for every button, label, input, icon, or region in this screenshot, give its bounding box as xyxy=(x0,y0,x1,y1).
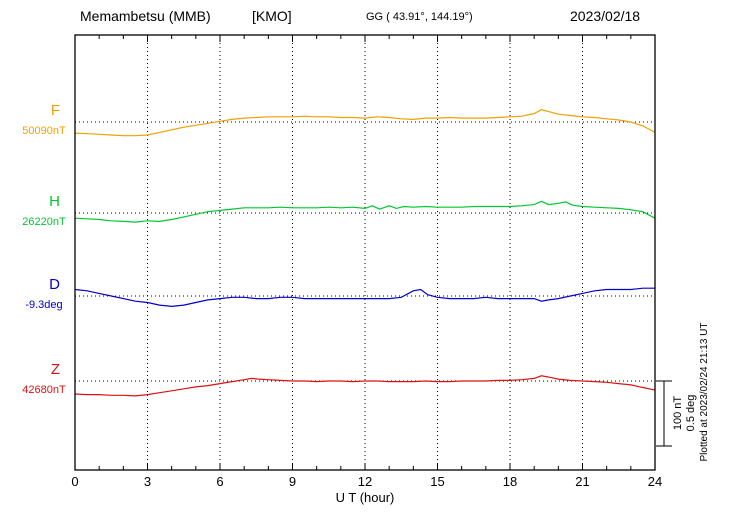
x-tick-label-6: 6 xyxy=(216,474,223,489)
x-tick-label-12: 12 xyxy=(358,474,372,489)
x-tick-label-21: 21 xyxy=(575,474,589,489)
geo-coordinates: GG ( 43.91°, 144.19°) xyxy=(366,11,473,23)
series-baseline-value-H: 26220nT xyxy=(22,216,66,228)
plot-frame xyxy=(74,34,656,471)
trace-H xyxy=(74,200,656,223)
x-axis-label: U T (hour) xyxy=(335,490,395,505)
scale-label-deg: 0.5 deg xyxy=(685,394,697,432)
scale-label-nt: 100 nT xyxy=(672,395,684,431)
trace-D xyxy=(74,287,655,308)
series-letter-D: D xyxy=(49,276,60,293)
series-letter-F: F xyxy=(50,102,60,119)
x-tick-label-0: 0 xyxy=(71,474,78,489)
x-tick-label-3: 3 xyxy=(144,474,151,489)
x-tick-label-18: 18 xyxy=(503,474,517,489)
series-baseline-value-F: 50090nT xyxy=(22,125,66,137)
x-tick-label-15: 15 xyxy=(430,474,444,489)
observatory-code: [KMO] xyxy=(252,8,292,24)
date-label: 2023/02/18 xyxy=(570,8,641,24)
trace-F xyxy=(74,109,656,137)
trace-Z xyxy=(74,375,656,397)
series-letter-H: H xyxy=(49,193,60,210)
plot-timestamp-note: Plotted at 2023/02/24 21:13 UT xyxy=(699,322,710,462)
series-baseline-value-Z: 42680nT xyxy=(22,384,66,396)
x-tick-label-9: 9 xyxy=(289,474,296,489)
x-tick-label-24: 24 xyxy=(648,474,662,489)
series-baseline-value-D: -9.3deg xyxy=(25,299,63,311)
series-letter-Z: Z xyxy=(50,361,60,378)
station-title: Memambetsu (MMB) xyxy=(80,8,211,24)
